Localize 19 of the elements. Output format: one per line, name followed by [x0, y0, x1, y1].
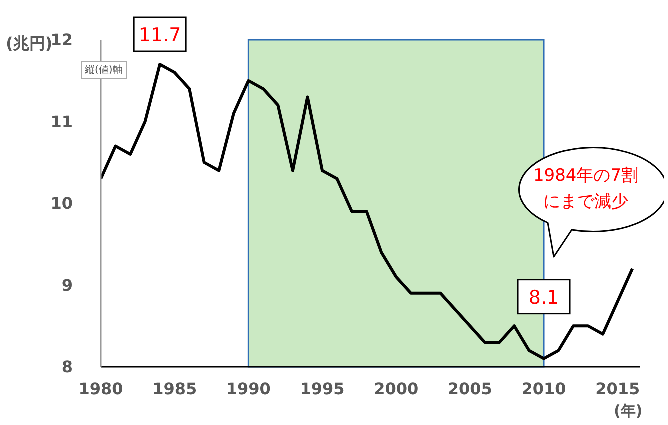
annotation: 8.1 [528, 286, 560, 309]
y-tick-label: 10 [50, 194, 73, 214]
x-tick-label: 2005 [448, 379, 492, 398]
x-axis-title: (年) [614, 402, 643, 421]
x-tick-label: 1985 [152, 379, 198, 398]
y-axis-title: (兆円) [6, 34, 53, 55]
y-tick-label: 12 [50, 30, 73, 50]
x-tick-label: 1990 [226, 379, 271, 398]
annotation: 11.7 [138, 24, 182, 47]
y-tick-label: 8 [62, 358, 73, 377]
y-tick-label: 11 [50, 112, 73, 132]
annotation: 縦(値)軸 [81, 61, 127, 79]
annotation: 1984年の7割にまで減少 [532, 165, 640, 214]
x-tick-label: 1995 [300, 379, 345, 398]
x-tick-label: 2015 [596, 379, 640, 398]
y-tick-label: 9 [62, 276, 73, 295]
x-tick-label: 1980 [78, 379, 124, 398]
x-tick-label: 2000 [374, 379, 419, 398]
x-tick-label: 2010 [522, 379, 566, 398]
